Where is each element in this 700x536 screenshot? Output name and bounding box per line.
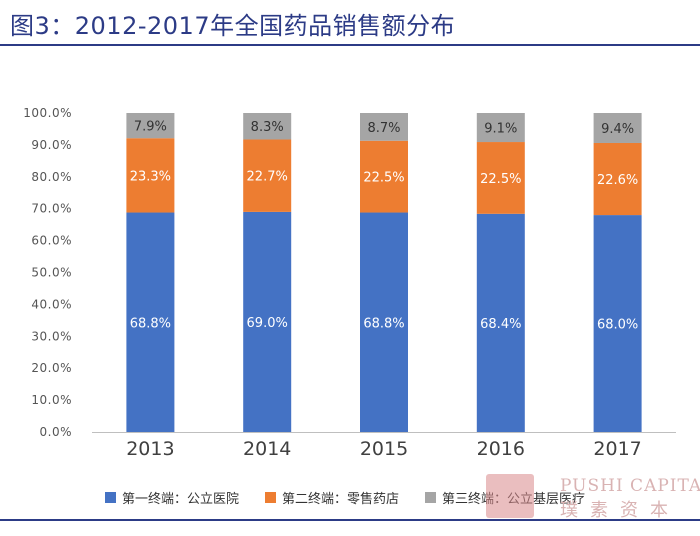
legend-swatch-retail-pharmacy bbox=[265, 492, 277, 503]
data-label: 22.5% bbox=[480, 172, 521, 187]
y-tick-label: 10.0% bbox=[31, 393, 72, 407]
bar-segment-2017-s2 bbox=[593, 113, 642, 143]
x-tick-label-2013: 2013 bbox=[126, 438, 174, 460]
watermark-english: PUSHI CAPITAL bbox=[560, 476, 700, 496]
page-title: 图3：2012-2017年全国药品销售额分布 bbox=[10, 12, 456, 40]
bar-segment-2014-s2 bbox=[243, 113, 292, 140]
data-label: 9.4% bbox=[601, 122, 634, 137]
data-label: 8.7% bbox=[367, 121, 400, 136]
y-tick-label: 20.0% bbox=[31, 361, 72, 375]
legend-swatch-public-hospital bbox=[105, 492, 116, 503]
y-tick-label: 100.0% bbox=[23, 106, 72, 120]
x-tick-label-2017: 2017 bbox=[593, 438, 641, 460]
title-divider bbox=[0, 44, 700, 46]
data-label: 7.9% bbox=[134, 120, 167, 135]
y-tick-label: 40.0% bbox=[31, 297, 72, 311]
bar-segment-2016-s0 bbox=[476, 213, 525, 432]
y-tick-label: 0.0% bbox=[40, 425, 73, 439]
bar-segment-2015-s0 bbox=[360, 212, 408, 432]
data-label: 22.5% bbox=[363, 171, 404, 186]
data-label: 68.0% bbox=[597, 318, 638, 333]
data-label: 68.8% bbox=[130, 316, 171, 331]
bar-segment-2013-s0 bbox=[126, 212, 175, 432]
legend-swatch-grassroots-medical bbox=[425, 492, 437, 503]
x-tick-label-2016: 2016 bbox=[477, 438, 525, 460]
data-label: 68.8% bbox=[363, 316, 404, 331]
x-tick-label-2014: 2014 bbox=[243, 438, 291, 460]
seal-logo bbox=[486, 474, 534, 518]
bar-segment-2016-s2 bbox=[476, 113, 525, 143]
bar-segment-2013-s1 bbox=[126, 138, 175, 213]
bar-segment-2016-s1 bbox=[476, 142, 525, 214]
bottom-divider bbox=[0, 519, 700, 521]
data-label: 23.3% bbox=[130, 169, 171, 184]
brand-watermark: PUSHI CAPITAL 璞素资本 bbox=[486, 474, 700, 521]
bar-segment-2015-s2 bbox=[360, 113, 408, 141]
x-tick-label-2015: 2015 bbox=[360, 438, 408, 460]
data-label: 22.7% bbox=[247, 170, 288, 185]
bar-segment-2014-s0 bbox=[243, 211, 292, 432]
legend-label-retail-pharmacy: 第二终端：零售药店 bbox=[282, 492, 400, 507]
bar-segment-2013-s2 bbox=[126, 113, 175, 139]
y-tick-label: 50.0% bbox=[31, 266, 72, 280]
watermark-chinese: 璞素资本 bbox=[560, 500, 680, 521]
y-tick-label: 80.0% bbox=[31, 170, 72, 184]
y-tick-label: 60.0% bbox=[31, 234, 72, 248]
y-tick-label: 30.0% bbox=[31, 329, 72, 343]
bar-segment-2014-s1 bbox=[243, 139, 292, 212]
legend-item-public-hospital: 第一终端：公立医院 bbox=[105, 488, 239, 507]
bar-segment-2017-s1 bbox=[593, 142, 642, 216]
y-tick-label: 70.0% bbox=[31, 202, 72, 216]
legend-label-public-hospital: 第一终端：公立医院 bbox=[122, 492, 240, 507]
data-label: 68.4% bbox=[480, 317, 521, 332]
y-tick-label: 90.0% bbox=[31, 138, 72, 152]
data-label: 22.6% bbox=[597, 173, 638, 188]
data-label: 69.0% bbox=[247, 316, 288, 331]
bar-segment-2017-s0 bbox=[593, 215, 642, 432]
data-label: 8.3% bbox=[251, 120, 284, 135]
legend-item-retail-pharmacy: 第二终端：零售药店 bbox=[265, 488, 399, 507]
data-label: 9.1% bbox=[484, 122, 517, 137]
bar-segment-2015-s1 bbox=[360, 140, 408, 213]
